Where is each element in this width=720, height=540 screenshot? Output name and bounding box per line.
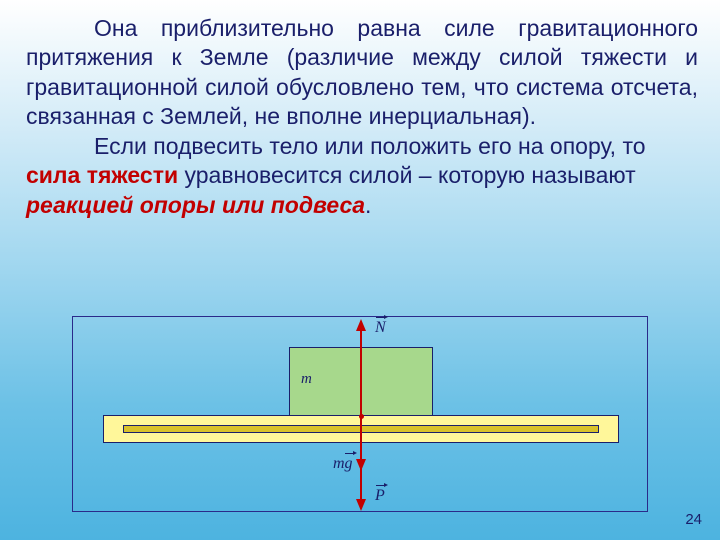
page-number: 24 (685, 511, 702, 528)
paragraph-2: Если подвесить тело или положить его на … (26, 132, 698, 220)
p1-lead: Она приблизительно равна силе (94, 15, 495, 41)
slide: Она приблизительно равна силе гравитацио… (0, 0, 720, 540)
arrow-p-head-icon (356, 499, 366, 511)
p2-suffix: . (365, 192, 371, 218)
label-mg: mg (333, 455, 353, 473)
label-m: m (301, 371, 312, 388)
arrow-n-head-icon (356, 319, 366, 331)
paragraph-1: Она приблизительно равна силе гравитацио… (26, 14, 698, 132)
diagram: m N mg P (72, 316, 648, 512)
arrow-n (360, 325, 362, 415)
origin-point-icon (359, 414, 364, 419)
p2-bold1: сила тяжести (26, 162, 178, 188)
label-n: N (375, 319, 386, 337)
p2-prefix: Если подвесить тело или положить его на … (94, 133, 646, 159)
p2-mid: уравновесится силой – которую называют (178, 162, 636, 188)
arrow-mg-head-icon (356, 459, 366, 471)
body-text: Она приблизительно равна силе гравитацио… (26, 14, 698, 220)
p2-bold2: реакцией опоры или подвеса (26, 192, 365, 218)
label-p: P (375, 487, 385, 505)
